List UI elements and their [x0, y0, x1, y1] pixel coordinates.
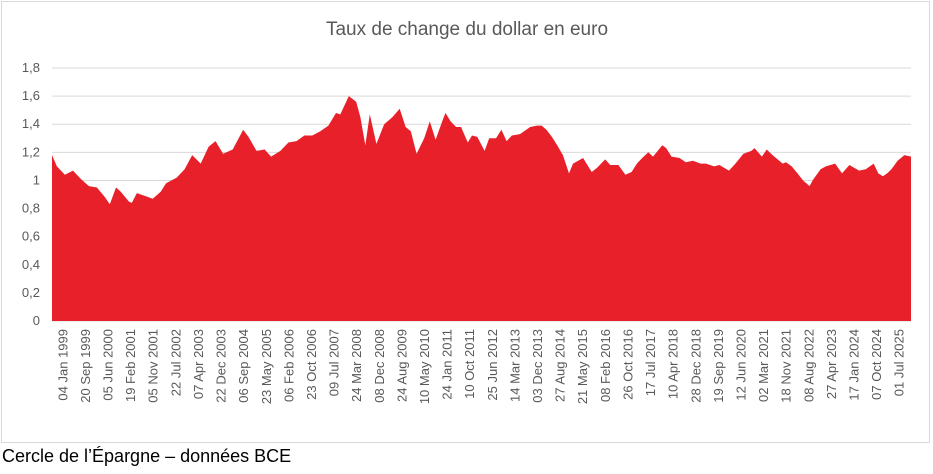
x-tick-label: 06 Sep 2004	[236, 329, 251, 403]
x-tick-label: 28 Dec 2018	[688, 329, 703, 403]
x-tick-label: 07 Oct 2024	[869, 329, 884, 400]
x-axis: 04 Jan 1999 20 Sep 1999 05 Jun 2000 19 Feb …	[55, 329, 906, 404]
x-tick-label: 07 Apr 2003	[191, 329, 206, 399]
x-tick-label: 24 Jan 2011	[440, 329, 455, 400]
x-tick-label: 05 Jun 2000	[101, 329, 116, 401]
x-tick-label: 26 Oct 2016	[620, 329, 635, 400]
y-tick-label: 0,8	[22, 201, 40, 216]
x-tick-label: 08 Dec 2008	[372, 329, 387, 403]
x-tick-label: 04 Jan 1999	[55, 329, 70, 401]
source-caption: Cercle de l’Épargne – données BCE	[2, 446, 292, 466]
y-tick-label: 0	[33, 313, 40, 328]
y-tick-label: 0,4	[22, 257, 40, 272]
x-tick-label: 17 Jan 2024	[847, 329, 862, 401]
chart-title: Taux de change du dollar en euro	[326, 19, 608, 40]
y-tick-label: 1,4	[22, 116, 40, 131]
y-tick-label: 1,2	[22, 144, 40, 159]
x-tick-label: 23 May 2005	[259, 329, 274, 404]
x-tick-label: 05 Nov 2001	[146, 329, 161, 403]
x-tick-label: 06 Feb 2006	[281, 329, 296, 402]
x-tick-label: 09 Jul 2007	[327, 329, 342, 396]
y-tick-label: 0,2	[22, 285, 40, 300]
x-tick-label: 08 Aug 2022	[801, 329, 816, 402]
x-tick-label: 12 Jun 2020	[734, 329, 749, 401]
y-tick-label: 1	[33, 172, 40, 187]
y-tick-label: 1,8	[22, 60, 40, 75]
x-tick-label: 19 Feb 2001	[123, 329, 138, 402]
y-tick-label: 0,6	[22, 229, 40, 244]
x-tick-label: 20 Sep 1999	[78, 329, 93, 403]
x-tick-label: 02 Mar 2021	[756, 329, 771, 402]
x-tick-label: 19 Sep 2019	[711, 329, 726, 403]
x-tick-label: 01 Jul 2025	[892, 329, 907, 396]
x-tick-label: 24 Aug 2009	[394, 329, 409, 402]
x-tick-label: 17 Jul 2017	[643, 329, 658, 396]
x-tick-label: 25 Jun 2012	[485, 329, 500, 401]
exchange-rate-chart: Taux de change du dollar en euro 0 0,2 0,4…	[22, 19, 911, 404]
x-tick-label: 08 Feb 2016	[598, 329, 613, 402]
x-tick-label: 27 Aug 2014	[553, 329, 568, 402]
x-tick-label: 18 Nov 2021	[779, 329, 794, 403]
y-tick-label: 1,6	[22, 88, 40, 103]
x-tick-label: 10 May 2010	[417, 329, 432, 404]
plot-area	[52, 96, 911, 321]
x-tick-label: 27 Apr 2023	[824, 329, 839, 399]
y-axis: 0 0,2 0,4 0,6 0,8 1 1,2 1,4 1,6 1,8	[22, 60, 40, 328]
chart-frame: Taux de change du dollar en euro 0 0,2 0,4…	[1, 1, 930, 443]
x-tick-label: 03 Dec 2013	[530, 329, 545, 403]
x-tick-label: 10 Apr 2018	[666, 329, 681, 399]
x-tick-label: 23 Oct 2006	[304, 329, 319, 400]
x-tick-label: 22 Jul 2002	[168, 329, 183, 396]
x-tick-label: 21 May 2015	[575, 329, 590, 404]
x-tick-label: 14 Mar 2013	[507, 329, 522, 402]
x-tick-label: 24 Mar 2008	[349, 329, 364, 402]
exchange-rate-area	[52, 96, 911, 321]
x-tick-label: 10 Oct 2011	[462, 329, 477, 399]
x-tick-label: 22 Dec 2003	[214, 329, 229, 403]
